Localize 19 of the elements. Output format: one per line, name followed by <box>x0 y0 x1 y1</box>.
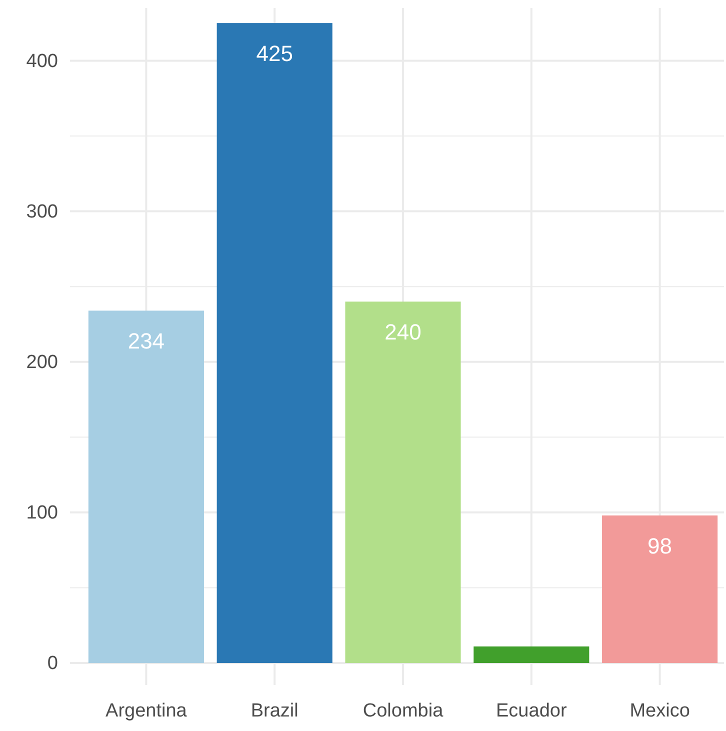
x-tick-label: Ecuador <box>496 700 568 722</box>
y-tick-label: 100 <box>26 502 58 524</box>
y-tick-label: 0 <box>47 653 58 674</box>
x-tick-label: Argentina <box>106 700 188 722</box>
data-label: 98 <box>648 533 672 558</box>
y-tick-label: 300 <box>26 201 58 222</box>
y-tick-label: 200 <box>26 352 58 373</box>
bar <box>216 23 332 663</box>
x-tick-label: Colombia <box>362 700 444 722</box>
bar <box>602 515 718 663</box>
bar <box>88 310 204 663</box>
bar <box>345 302 461 663</box>
data-label: 425 <box>256 41 293 66</box>
x-tick-label: Brazil <box>250 700 298 722</box>
bar <box>474 646 590 663</box>
data-label: 234 <box>128 328 165 354</box>
y-tick-label: 400 <box>26 50 58 72</box>
data-label: 240 <box>384 320 422 345</box>
x-tick-label: Mexico <box>630 700 690 722</box>
